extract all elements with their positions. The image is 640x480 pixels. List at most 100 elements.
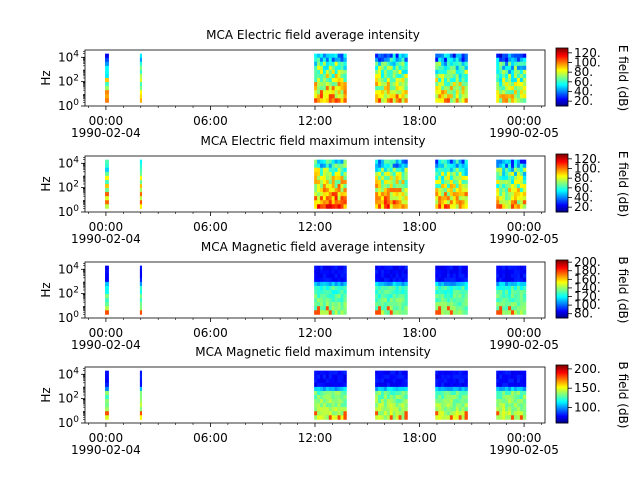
- spectrogram-cell: [496, 73, 500, 79]
- spectrogram-cell: [334, 65, 338, 71]
- spectrogram-cell: [322, 78, 327, 83]
- spectrogram-cell: [401, 188, 405, 193]
- spectrogram-cell: [337, 57, 341, 63]
- spectrogram-cell: [325, 378, 330, 384]
- spectrogram-cell: [340, 285, 344, 291]
- spectrogram-cell: [317, 204, 321, 209]
- spectrogram-cell: [511, 390, 515, 396]
- spectrogram-cell: [452, 407, 457, 412]
- spectrogram-cell: [404, 184, 408, 189]
- spectrogram-cell: [513, 378, 518, 384]
- spectrogram-cell: [505, 167, 509, 173]
- spectrogram-cell: [322, 298, 327, 303]
- colorbar-tick-label: 60.: [574, 181, 593, 195]
- spectrogram-cell: [395, 192, 399, 197]
- spectrogram-cell: [322, 61, 327, 67]
- spectrogram-cell: [322, 306, 327, 311]
- spectrogram-block: [496, 53, 527, 103]
- spectrogram-cell: [331, 265, 336, 271]
- spectrogram-cell: [464, 82, 468, 87]
- spectrogram-cell: [398, 53, 402, 59]
- spectrogram-cell: [444, 184, 448, 189]
- spectrogram-cell: [325, 90, 330, 95]
- colorbar-segment: [556, 373, 568, 376]
- spectrogram-cell: [380, 61, 385, 67]
- spectrogram-cell: [319, 273, 324, 279]
- spectrogram-cell: [395, 306, 399, 311]
- spectrogram-cell: [398, 78, 402, 83]
- colorbar-segment: [556, 174, 568, 177]
- spectrogram-cell: [383, 285, 388, 291]
- spectrogram-cell: [139, 378, 143, 384]
- spectrogram-cell: [319, 98, 324, 103]
- colorbar-segment: [556, 301, 568, 303]
- spectrogram-cell: [449, 281, 454, 287]
- spectrogram-cell: [325, 175, 330, 181]
- spectrogram-cell: [516, 86, 521, 91]
- colorbar-segment: [556, 89, 568, 91]
- spectrogram-cell: [386, 78, 391, 83]
- spectrogram-cell: [139, 200, 143, 205]
- spectrogram-cell: [105, 175, 109, 181]
- spectrogram-cell: [139, 269, 143, 275]
- colorbar-segment: [556, 316, 568, 319]
- spectrogram-cell: [392, 390, 397, 396]
- colorbar-segment: [556, 77, 568, 79]
- spectrogram-cell: [508, 167, 512, 173]
- spectrogram-cell: [392, 159, 397, 165]
- spectrogram-cell: [386, 407, 391, 412]
- spectrogram-cell: [444, 403, 448, 408]
- spectrogram-block: [139, 370, 143, 420]
- spectrogram-cell: [392, 370, 397, 376]
- spectrogram-cell: [380, 192, 385, 197]
- spectrogram-cell: [401, 69, 405, 75]
- spectrogram-cell: [441, 192, 445, 197]
- spectrogram-cell: [502, 399, 506, 404]
- spectrogram-cell: [519, 179, 524, 185]
- spectrogram-cell: [461, 200, 465, 205]
- spectrogram-cell: [511, 163, 515, 169]
- spectrogram-cell: [331, 386, 336, 392]
- spectrogram-cell: [522, 200, 527, 205]
- spectrogram-cell: [343, 390, 347, 396]
- spectrogram-cell: [502, 390, 506, 396]
- spectrogram-cell: [383, 188, 388, 193]
- spectrogram-cell: [438, 184, 442, 189]
- spectrogram-cell: [386, 386, 391, 392]
- colorbar-segment: [556, 196, 568, 198]
- spectrogram-cell: [331, 159, 336, 165]
- spectrogram-cell: [404, 179, 408, 185]
- spectrogram-cell: [378, 294, 382, 299]
- colorbar-segment: [556, 408, 568, 411]
- spectrogram-cell: [446, 290, 451, 295]
- colorbar-segment: [556, 303, 568, 306]
- spectrogram-cell: [322, 265, 327, 271]
- spectrogram-cell: [395, 265, 399, 271]
- spectrogram-cell: [404, 310, 408, 315]
- spectrogram-cell: [343, 265, 347, 271]
- spectrogram-cell: [511, 192, 515, 197]
- colorbar-tick-label: 180.: [574, 264, 601, 278]
- spectrogram-cell: [438, 188, 442, 193]
- spectrogram-cell: [375, 285, 379, 291]
- colorbar-segment: [556, 402, 568, 405]
- spectrogram-cell: [502, 98, 506, 103]
- spectrogram-cell: [446, 302, 451, 307]
- panel-2: MCA Electric field maximum intensity1001…: [39, 134, 630, 246]
- spectrogram-cell: [519, 69, 524, 75]
- spectrogram-cell: [446, 378, 451, 384]
- spectrogram-cell: [389, 98, 394, 103]
- spectrogram-cell: [328, 192, 333, 197]
- spectrogram-cell: [340, 184, 344, 189]
- spectrogram-cell: [331, 192, 336, 197]
- spectrogram-cell: [441, 395, 445, 400]
- spectrogram-cell: [317, 310, 321, 315]
- spectrogram-cell: [139, 390, 143, 396]
- spectrogram-cell: [458, 273, 462, 279]
- spectrogram-cell: [438, 411, 442, 416]
- spectrogram-cell: [496, 204, 500, 209]
- colorbar-segment: [556, 189, 568, 191]
- spectrogram-cell: [438, 196, 442, 201]
- spectrogram-cell: [449, 265, 454, 271]
- spectrogram-cell: [522, 407, 527, 412]
